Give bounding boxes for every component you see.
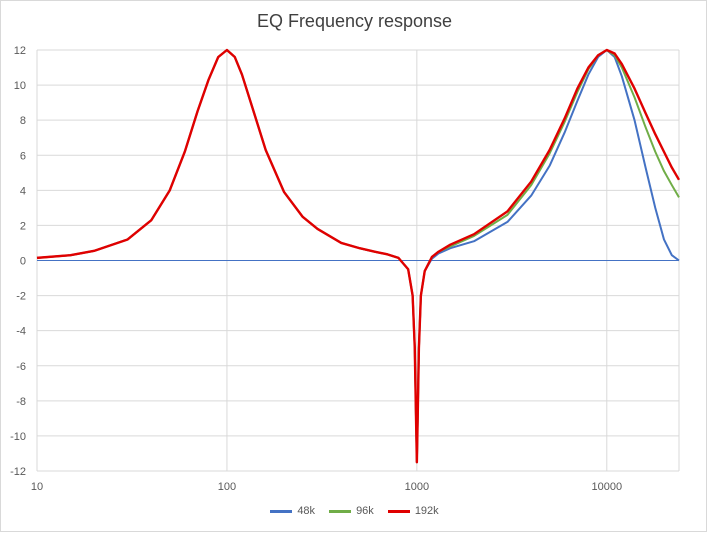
y-tick-label: -12 <box>10 466 26 478</box>
y-tick-label: 4 <box>20 185 26 197</box>
legend-swatch <box>270 509 293 513</box>
x-tick-label: 10 <box>31 481 43 493</box>
y-tick-label: 12 <box>14 45 26 57</box>
legend-item-192k: 192k <box>387 505 439 517</box>
y-tick-label: -8 <box>16 396 26 408</box>
legend-swatch <box>329 509 352 513</box>
legend-item-48k: 48k <box>270 505 315 517</box>
legend-label: 192k <box>414 505 439 517</box>
y-tick-label: -2 <box>16 291 26 303</box>
legend-label: 48k <box>297 505 316 517</box>
x-tick-label: 10000 <box>591 481 622 493</box>
legend-label: 96k <box>356 505 374 517</box>
series-line-192k <box>36 48 681 464</box>
legend-item-96k: 96k <box>329 505 374 517</box>
y-tick-label: 8 <box>20 115 26 127</box>
y-tick-label: 0 <box>20 256 26 268</box>
y-tick-label: 6 <box>20 150 26 162</box>
y-tick-label: -6 <box>16 361 26 373</box>
y-tick-label: 10 <box>14 80 26 92</box>
legend-swatch <box>387 509 410 513</box>
chart-title: EQ Frequency response <box>256 11 453 31</box>
y-tick-label: 2 <box>20 220 26 232</box>
x-tick-label: 100 <box>218 481 236 493</box>
y-tick-label: -4 <box>16 326 26 338</box>
x-tick-label: 1000 <box>405 481 429 493</box>
y-tick-label: -10 <box>10 431 26 443</box>
legend: 48k 96k 192k <box>1 505 707 517</box>
